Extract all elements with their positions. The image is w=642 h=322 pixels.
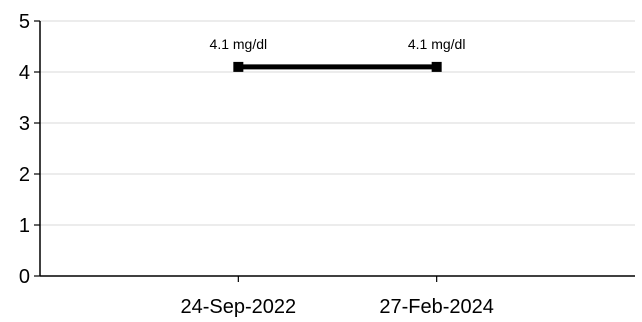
labels: 0 1 2 3 4 5 24-Sep-2022 27-Feb-2024 4.1 mg/dl 4.1…	[19, 11, 494, 318]
y-tick-label: 5	[19, 11, 30, 33]
axes	[34, 20, 635, 282]
gridlines	[40, 20, 635, 226]
data-point	[233, 61, 244, 72]
series	[233, 61, 442, 72]
y-tick-label: 3	[19, 113, 30, 135]
y-tick-label: 2	[19, 164, 30, 186]
y-tick-label: 1	[19, 215, 30, 237]
data-label: 4.1 mg/dl	[408, 36, 466, 52]
data-label: 4.1 mg/dl	[210, 36, 268, 52]
x-tick-label: 24-Sep-2022	[181, 296, 297, 318]
y-tick-label: 4	[19, 62, 30, 84]
x-tick-label: 27-Feb-2024	[379, 296, 494, 318]
data-point	[431, 61, 442, 72]
y-tick-label: 0	[19, 266, 30, 288]
